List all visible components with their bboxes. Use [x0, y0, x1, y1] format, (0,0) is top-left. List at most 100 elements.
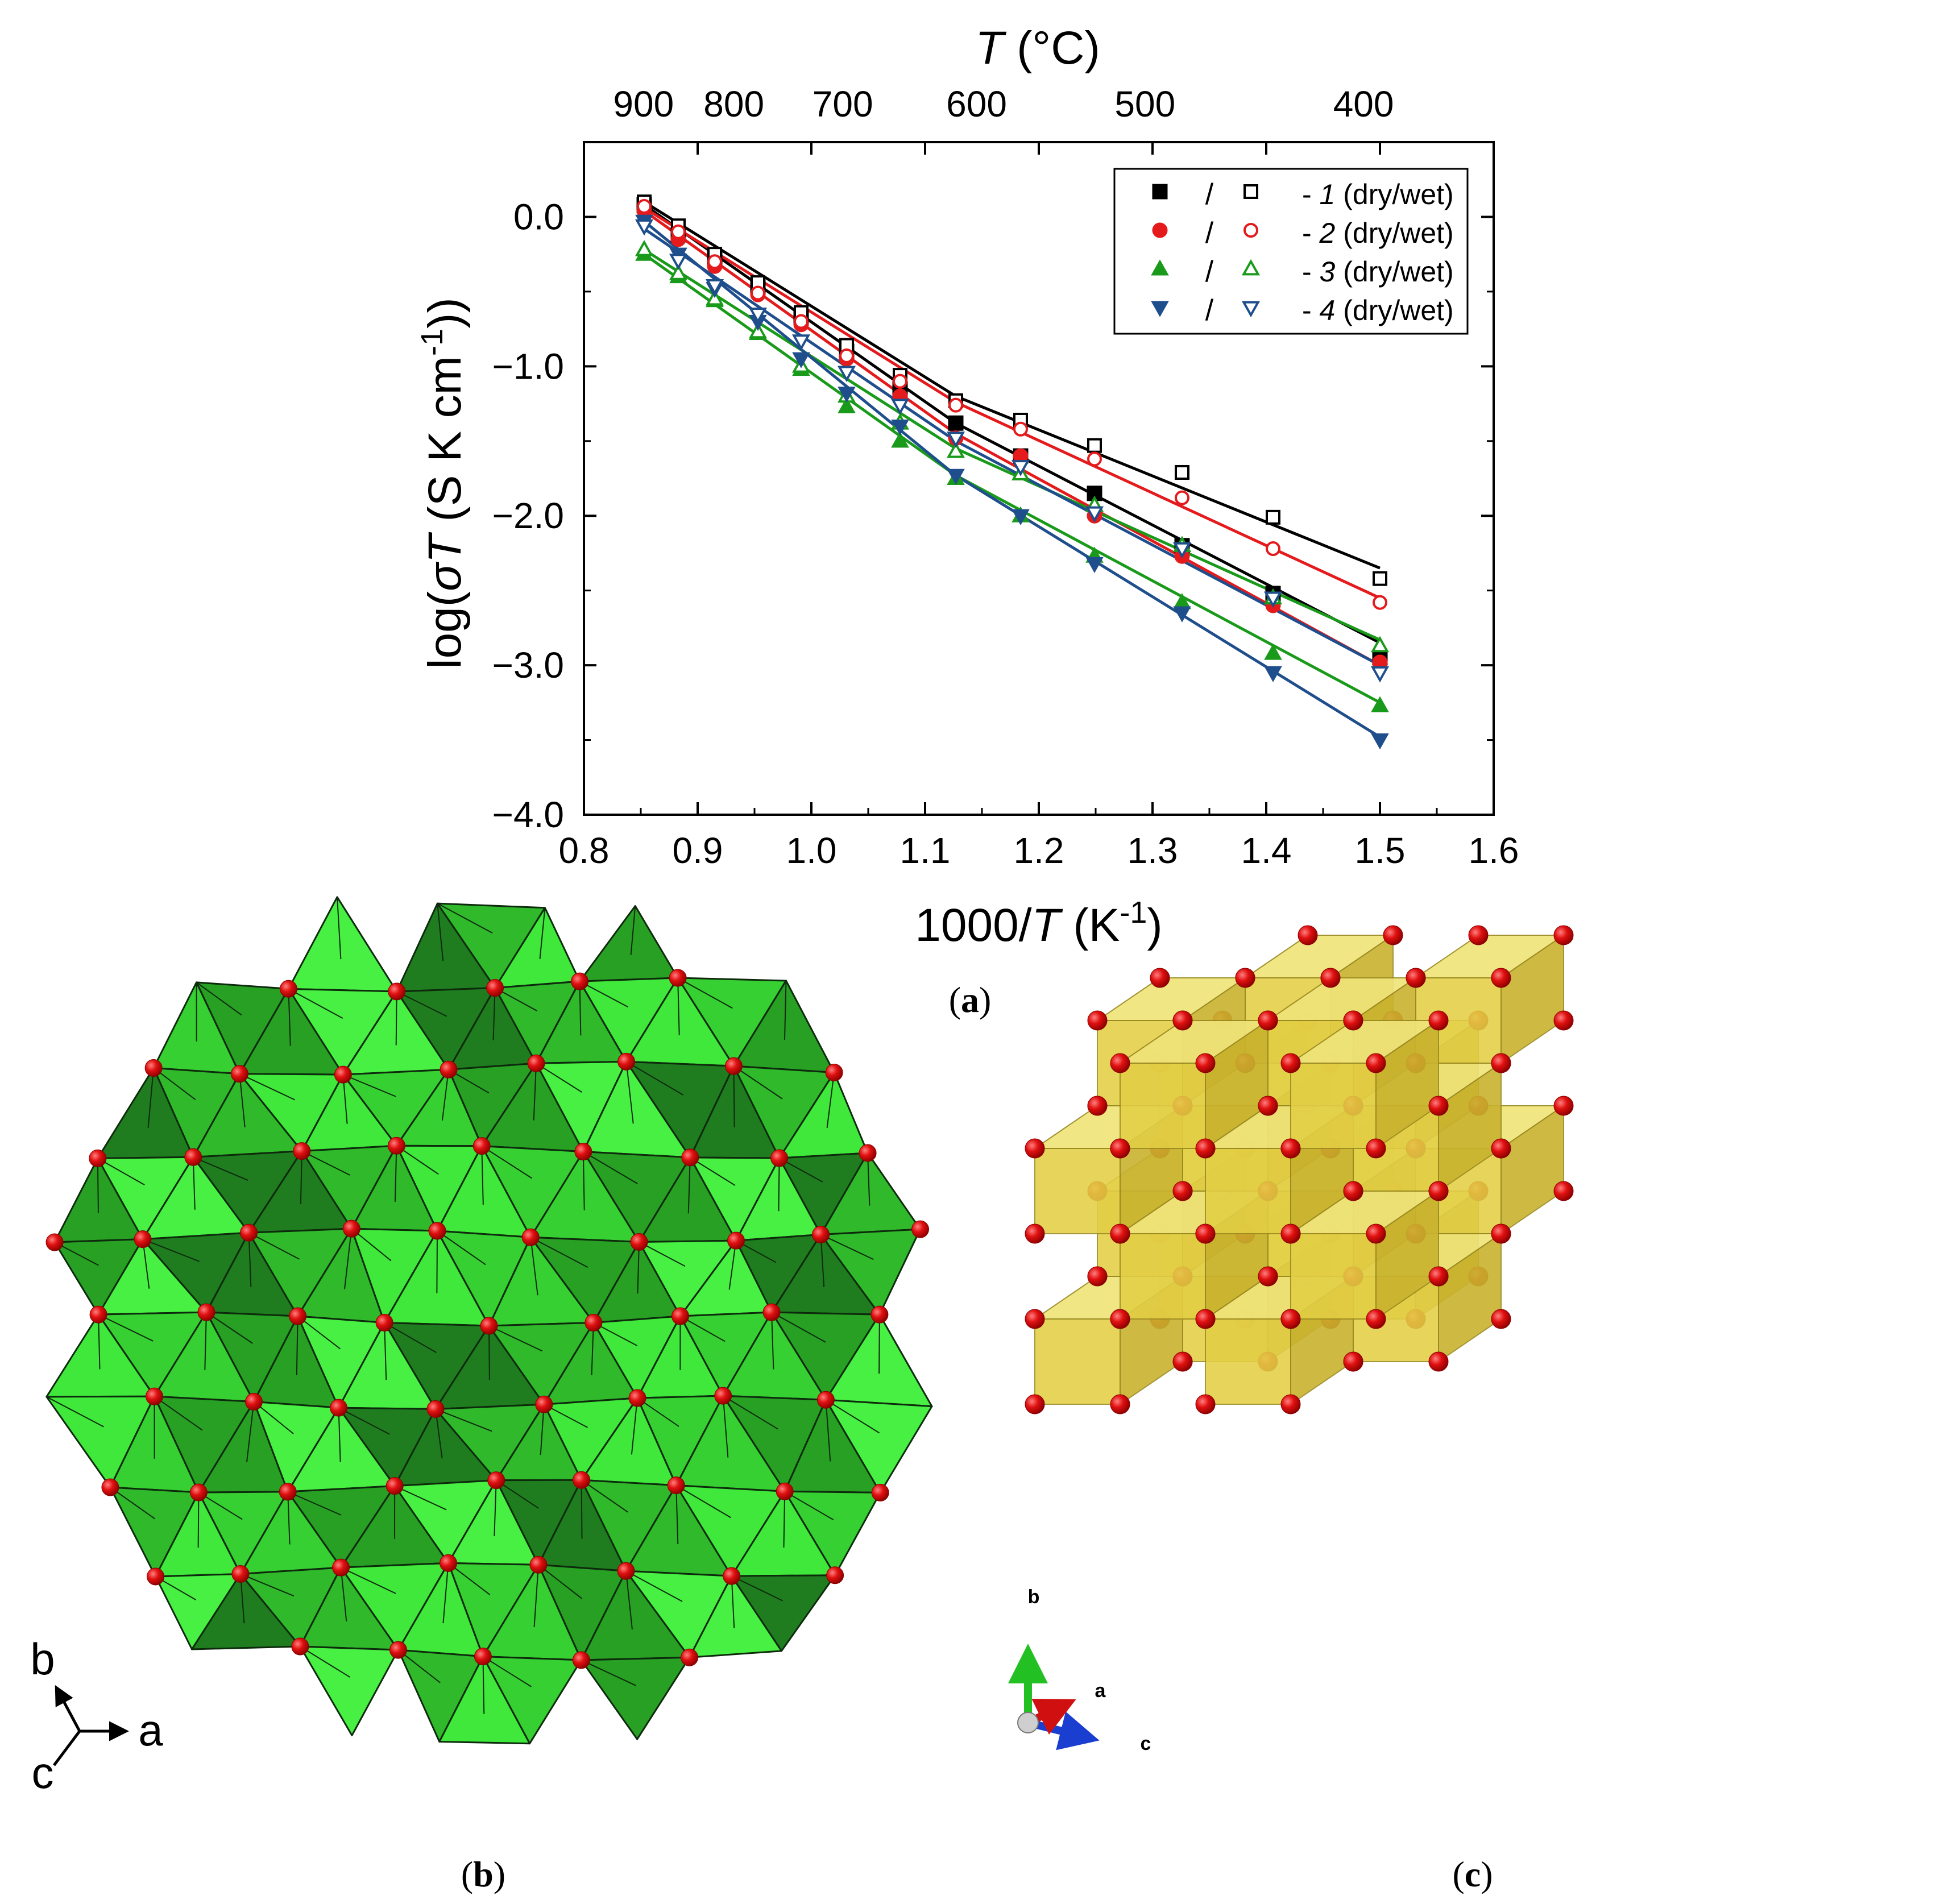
oxygen-atoms-b: [45, 969, 929, 1669]
oxygen-atom: [1110, 1053, 1130, 1073]
polyhedron-edge: [582, 1151, 585, 1210]
oxygen-atom: [1428, 1351, 1449, 1372]
cube-cell: [1110, 1010, 1278, 1159]
oxygen-atom: [1428, 1010, 1449, 1031]
oxygen-atom: [585, 1313, 603, 1331]
point-1-wet: [1175, 464, 1189, 480]
oxygen-atom: [1428, 1181, 1449, 1201]
point-2-wet: [948, 397, 963, 413]
polyhedron-edge: [97, 1158, 145, 1185]
cube-front: [1205, 1148, 1291, 1234]
oxygen-atom: [762, 1303, 781, 1321]
point-4-dry: [947, 468, 965, 485]
polyhedron-edge: [337, 897, 342, 960]
cube-front: [1034, 1318, 1121, 1405]
polyhedron-edge: [494, 1480, 497, 1536]
y-tick-labels: 0.0 −1.0 −2.0 −3.0 −4.0: [492, 196, 564, 835]
x-tick-label: 1.1: [900, 830, 951, 871]
oxygen-atom: [472, 1137, 491, 1155]
point-4-wet: [669, 254, 688, 270]
panel-c-label: (c): [1452, 1854, 1493, 1894]
oxygen-atom: [1150, 968, 1170, 988]
point-4-dry: [1371, 733, 1389, 750]
polyhedron-edge: [630, 906, 636, 955]
point-4-wet: [705, 279, 724, 296]
point-3-dry: [891, 432, 909, 448]
x-axis-title: 1000/T (K-1): [915, 895, 1162, 951]
oxygen-atom: [1025, 1223, 1045, 1244]
polyhedron-edge: [288, 988, 343, 1019]
point-2-wet: [1087, 451, 1102, 467]
oxygen-atom: [1366, 1223, 1386, 1244]
point-4-dry: [891, 419, 909, 436]
cube-front: [1290, 1233, 1377, 1320]
polyhedron-edge: [46, 1396, 104, 1428]
polyhedron-face: [689, 1575, 782, 1658]
oxygen-atom: [189, 1483, 208, 1501]
panel-a-label: (a): [949, 980, 992, 1020]
oxygen-atom: [859, 1144, 877, 1162]
x-tick-label: 1.3: [1127, 830, 1178, 871]
x-tick-label: 1.4: [1241, 830, 1292, 871]
axis-label-c: c: [32, 1748, 54, 1798]
oxygen-atom: [334, 1065, 352, 1084]
oxygen-atom: [1110, 1223, 1130, 1244]
point-4-wet: [1263, 591, 1283, 608]
oxygen-atom: [89, 1305, 107, 1324]
point-4-wet: [1085, 506, 1104, 523]
oxygen-atom: [572, 1651, 590, 1669]
polyhedron-edge: [287, 1491, 342, 1516]
y-tick-label: −4.0: [492, 794, 564, 835]
axis-triad-b: a b c: [30, 1634, 163, 1798]
legend-marker-3-dry: [1151, 259, 1169, 276]
point-3-dry: [838, 397, 856, 413]
legend-separator: /: [1205, 294, 1214, 327]
oxygen-atom: [1553, 1096, 1574, 1116]
polyhedron-edge: [583, 1151, 638, 1184]
oxygen-atom: [1468, 925, 1489, 945]
polyhedron-edge: [530, 1237, 588, 1268]
polyhedron-edge: [825, 1400, 831, 1462]
x-tick-label: 1.0: [786, 830, 837, 871]
oxygen-atom: [1428, 1266, 1449, 1287]
x-tick-label: 1.5: [1355, 830, 1406, 871]
oxygen-atom: [1366, 1309, 1386, 1329]
polyhedron-edge: [98, 1314, 154, 1342]
polyhedron-edge: [488, 1325, 490, 1380]
oxygen-atom: [724, 1057, 743, 1075]
oxygen-atom: [291, 1637, 309, 1656]
polyhedron-edge: [340, 1567, 347, 1621]
oxygen-atom: [197, 1303, 215, 1321]
oxygen-atom: [1195, 1053, 1216, 1073]
polyhedron-edge: [771, 1312, 826, 1343]
axis-label-c-c: c: [1141, 1733, 1151, 1754]
polyhedron-edge: [394, 1485, 447, 1511]
oxygen-atom: [45, 1233, 64, 1251]
oxygen-atom: [816, 1391, 835, 1409]
oxygen-atom: [1366, 1053, 1386, 1073]
polyhedron-edge: [733, 1065, 783, 1100]
top-tick-label: 500: [1114, 84, 1175, 125]
polyhedron-edge: [482, 1656, 532, 1687]
oxygen-atom: [1280, 1309, 1301, 1329]
oxygen-atom: [439, 1554, 457, 1572]
oxygen-atom: [134, 1230, 152, 1248]
legend-marker-4-dry: [1151, 301, 1169, 317]
point-4-wet: [837, 366, 856, 383]
polyhedron-edge: [482, 1656, 485, 1714]
oxygen-atom: [1343, 1010, 1363, 1031]
legend: / - 1 (dry/wet) / - 2 (dry/wet) / - 3 (dry/we…: [1113, 168, 1469, 335]
oxygen-atom: [1195, 1223, 1216, 1244]
point-3-dry: [1264, 644, 1282, 660]
oxygen-atom: [1110, 1138, 1130, 1159]
point-2-wet: [707, 254, 722, 269]
oxygen-atom: [89, 1149, 107, 1167]
oxygen-atom: [630, 1233, 648, 1251]
oxygen-atom: [1491, 968, 1511, 988]
oxygen-atom: [147, 1567, 165, 1586]
oxygen-atom: [440, 1060, 458, 1078]
legend-label-1: - 1 (dry/wet): [1302, 179, 1454, 210]
polyhedron-edge: [338, 1408, 341, 1462]
polyhedron-edge: [248, 1232, 300, 1260]
